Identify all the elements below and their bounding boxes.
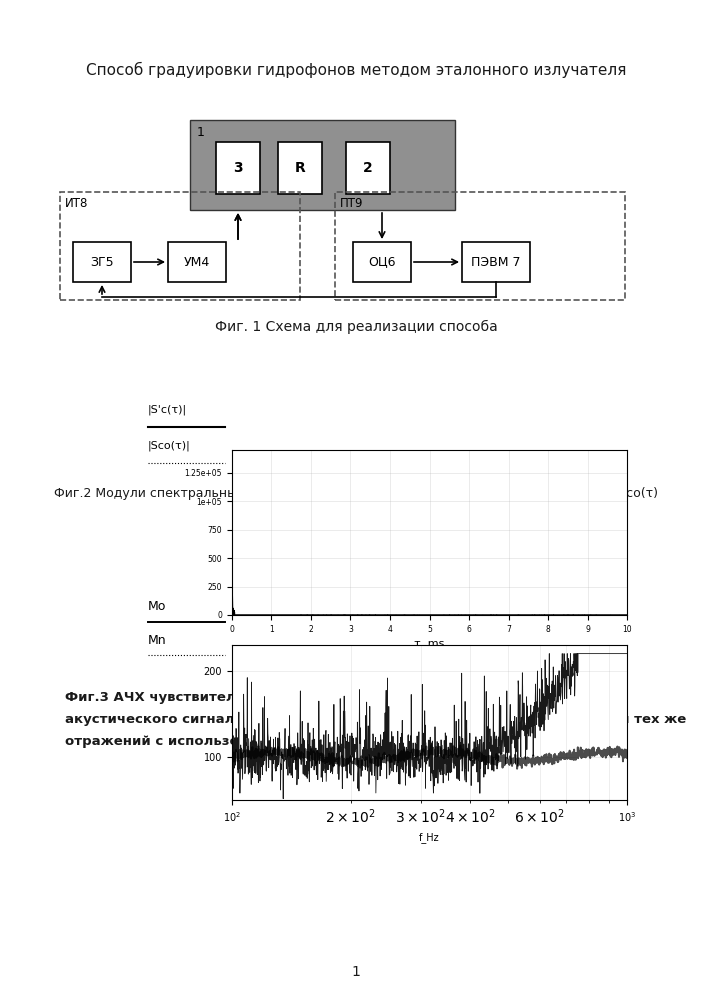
Text: 1: 1: [197, 126, 205, 139]
Text: 3: 3: [233, 161, 243, 175]
Text: ПТ9: ПТ9: [340, 197, 364, 210]
Text: Mn: Mn: [148, 634, 167, 647]
Text: Фиг.3 АЧХ чувствительности гидрофона:Mo- искаженная отражениями: Фиг.3 АЧХ чувствительности гидрофона:Mo-…: [65, 692, 620, 704]
Text: R: R: [294, 161, 305, 175]
Text: отражений с использованием предложенного способа.: отражений с использованием предложенного…: [65, 736, 495, 748]
Text: ОЦ6: ОЦ6: [368, 255, 396, 268]
Text: Фиг. 1 Схема для реализации способа: Фиг. 1 Схема для реализации способа: [215, 320, 498, 334]
Text: 2: 2: [363, 161, 373, 175]
FancyBboxPatch shape: [353, 242, 411, 282]
Text: Фиг.2 Модули спектральных коэффициентов прямого S'c(τ)и отраженных сигналов Sco(: Фиг.2 Модули спектральных коэффициентов …: [54, 487, 658, 499]
Text: |S'c(τ)|: |S'c(τ)|: [148, 405, 187, 415]
FancyBboxPatch shape: [216, 142, 260, 194]
FancyBboxPatch shape: [168, 242, 226, 282]
Text: |Sco(τ)|: |Sco(τ)|: [148, 441, 191, 451]
Text: ПЭВМ 7: ПЭВМ 7: [471, 255, 520, 268]
X-axis label: f_Hz: f_Hz: [419, 832, 440, 843]
Text: Mo: Mo: [148, 600, 166, 613]
X-axis label: τ, ms: τ, ms: [414, 639, 445, 649]
FancyBboxPatch shape: [73, 242, 131, 282]
FancyBboxPatch shape: [190, 120, 455, 210]
FancyBboxPatch shape: [346, 142, 390, 194]
Text: ЗГ5: ЗГ5: [90, 255, 114, 268]
Text: УМ4: УМ4: [184, 255, 210, 268]
Text: акустического сигнала от стенок бассейна,Mн- измеренная при наличии тех же: акустического сигнала от стенок бассейна…: [65, 714, 686, 726]
FancyBboxPatch shape: [278, 142, 322, 194]
FancyBboxPatch shape: [462, 242, 530, 282]
Text: Способ градуировки гидрофонов методом эталонного излучателя: Способ градуировки гидрофонов методом эт…: [86, 62, 626, 78]
Text: 1: 1: [352, 965, 361, 979]
Text: ИТ8: ИТ8: [65, 197, 88, 210]
